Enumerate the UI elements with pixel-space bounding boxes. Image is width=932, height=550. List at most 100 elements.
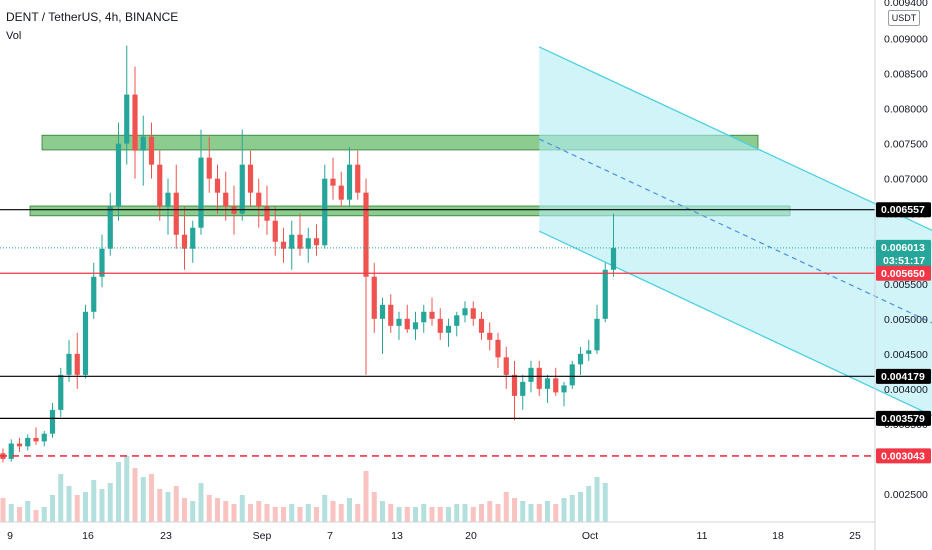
volume-bar [545,501,550,522]
candle-body [132,94,138,151]
channel-upper-line [538,46,932,232]
volume-bar [74,495,80,522]
volume-bar [347,498,352,522]
price-tag-value: 0.003043 [881,450,925,462]
candle-body [297,234,303,249]
candle-body [396,318,402,326]
volume-bar [182,498,187,522]
candle-body [355,164,361,193]
volume-bar [437,507,443,522]
volume-bar [8,504,14,522]
volume-bar [165,492,171,522]
volume-bar [396,507,402,522]
y-tick-label: 0.005000 [884,314,928,326]
volume-bar [561,498,567,522]
candle-body [280,241,287,249]
price-tag-value: 0.005650 [881,268,925,280]
volume-bar [586,486,592,522]
volume-bar [495,504,501,522]
candle-body [577,353,584,365]
y-tick-label-partial: 0.009400 [884,0,928,9]
y-tick-label: 0.008000 [884,104,928,116]
candle-body [74,353,80,375]
candle-body [107,206,113,249]
candle-body [520,381,526,396]
candle-body [223,192,229,207]
currency-badge[interactable]: USDT [888,10,920,26]
candles-layer [0,45,617,463]
volume-bar [173,486,179,522]
volume-bar [149,474,154,522]
candle-body [586,350,592,354]
price-tag-value: 0.003579 [881,413,925,425]
candle-body [41,433,47,442]
volume-bar [371,492,377,522]
volume-bar [536,504,542,522]
volume-bar [421,504,427,522]
volume-bar [157,489,163,522]
volume-bar [231,504,237,522]
volume-bar [355,504,361,522]
candle-body [602,269,608,319]
candle-body [66,353,72,375]
price-tag-black [876,202,931,218]
volume-bar [594,477,600,522]
y-tick-label: 0.009000 [884,34,928,46]
candle-body [214,178,221,193]
volume-bar [487,501,493,522]
candle-body [58,374,64,410]
volume-bar [281,507,286,522]
volume-bar [479,504,484,522]
candle-body [124,94,130,144]
volume-bar [297,507,303,522]
y-tick-label: 0.007500 [884,139,928,151]
volume-bar [25,501,31,522]
y-tick-label: 0.004000 [884,384,928,396]
y-tick-label: 0.002500 [884,489,928,501]
price-tag-value: 0.006013 [881,242,925,254]
candle-body [594,318,600,351]
volume-bar [388,504,394,522]
volume-bar [305,504,311,522]
candle-body [454,315,460,326]
candle-body [379,304,386,319]
x-tick-label: 23 [160,530,172,542]
candle-body [421,311,427,323]
volume-bar [380,501,385,522]
candle-body [503,357,509,375]
candle-body [190,227,196,249]
volume-bar [322,495,328,522]
volume-bar [215,498,220,522]
candle-body [313,238,320,246]
volume-bar [429,507,435,522]
candle-body [478,318,485,333]
volume-bar [33,510,39,522]
volume-bar [58,474,64,522]
x-tick-label: 25 [849,530,861,542]
candle-body [140,136,146,151]
candle-body [247,164,254,193]
candle-body [165,192,171,207]
volume-bar [190,501,196,522]
channel-median-line [538,138,932,324]
candle-body [528,367,534,382]
candle-body [8,443,14,459]
volume-bar [404,507,410,522]
candle-body [173,192,179,235]
candle-body [148,136,155,165]
candle-body [25,437,31,447]
volume-bar [0,498,6,522]
candle-body [412,322,419,330]
volume-bar [330,501,336,522]
price-tag-value: 0.004179 [881,371,925,383]
candle-body [256,192,262,207]
candle-body [569,364,575,386]
volume-bar [314,507,319,522]
volume-bar [264,504,270,522]
volume-bar [520,501,526,522]
candle-body [404,318,410,330]
candle-body [445,325,452,333]
candle-body [49,409,56,434]
